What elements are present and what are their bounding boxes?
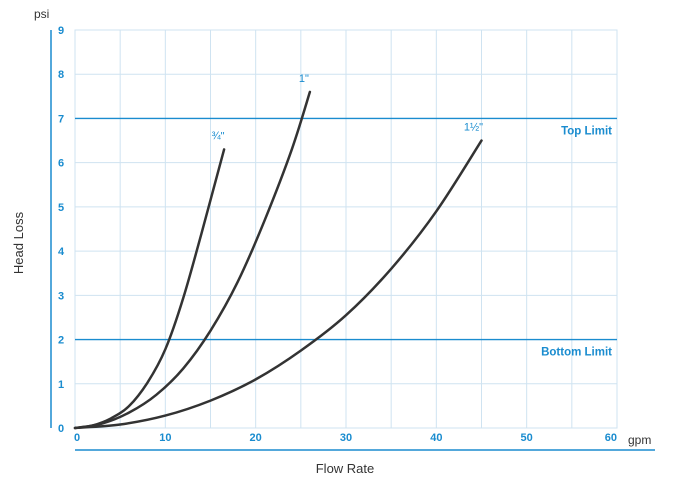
y-tick-label: 9 — [58, 25, 64, 37]
y-unit-label: psi — [34, 7, 49, 21]
reference-line-label: Bottom Limit — [541, 347, 612, 359]
series-label: 1" — [299, 73, 309, 85]
y-tick-label: 5 — [58, 202, 64, 214]
x-tick-label: 60 — [605, 432, 617, 444]
reference-line-label: Top Limit — [561, 125, 612, 137]
series-line — [73, 148, 226, 430]
series-curves — [73, 90, 483, 430]
y-tick-label: 7 — [58, 113, 64, 125]
x-axis-title: Flow Rate — [316, 461, 375, 476]
y-tick-label: 4 — [58, 246, 65, 258]
y-tick-label: 0 — [58, 423, 64, 435]
series-line — [73, 139, 483, 430]
reference-lines: Top Limit Bottom Limit — [75, 117, 617, 359]
y-axis-title: Head Loss — [11, 211, 26, 274]
y-tick-label: 3 — [58, 290, 64, 302]
y-tick-label: 6 — [58, 158, 64, 170]
x-tick-label: 30 — [340, 432, 352, 444]
x-unit-label: gpm — [628, 433, 651, 447]
series-labels: ¾" 1" 1½" — [212, 73, 484, 142]
tick-labels: 0 1 2 3 4 5 6 7 8 9 0 10 20 30 40 50 60 — [58, 25, 617, 444]
x-tick-label: 40 — [430, 432, 442, 444]
x-tick-label: 20 — [250, 432, 262, 444]
axes — [50, 30, 655, 451]
y-tick-label: 1 — [58, 379, 64, 391]
x-tick-label: 0 — [74, 432, 80, 444]
y-tick-label: 8 — [58, 69, 64, 81]
series-line — [73, 90, 312, 430]
x-tick-label: 10 — [159, 432, 171, 444]
x-tick-label: 50 — [521, 432, 533, 444]
series-label: ¾" — [212, 130, 225, 142]
series-label: 1½" — [464, 122, 483, 134]
y-tick-label: 2 — [58, 335, 64, 347]
